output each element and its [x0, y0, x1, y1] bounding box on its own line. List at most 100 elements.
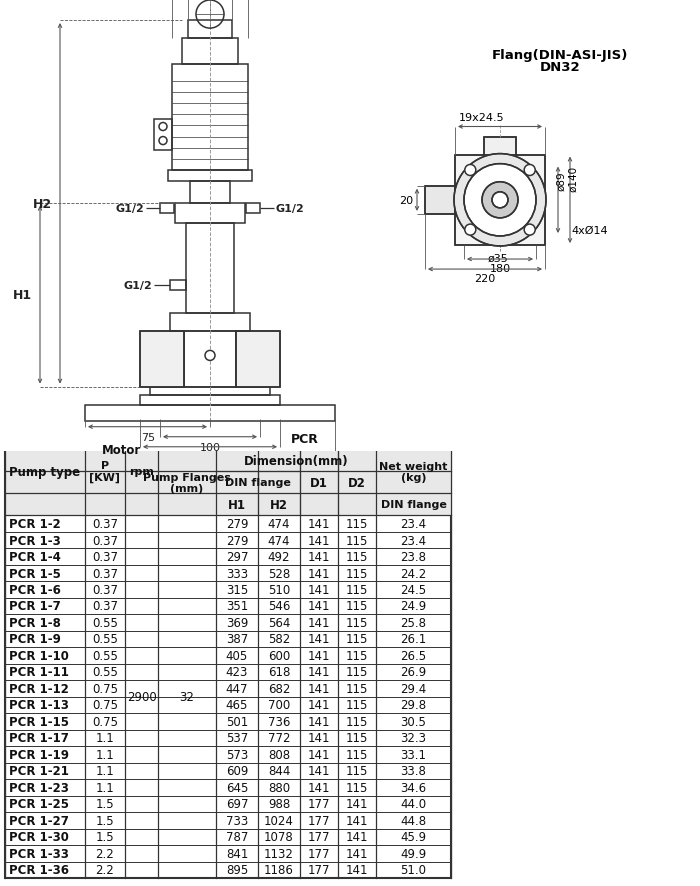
- Bar: [150, 387, 270, 395]
- Bar: [455, 155, 545, 245]
- Bar: [236, 332, 280, 387]
- Text: 387: 387: [226, 633, 248, 646]
- Text: 0.37: 0.37: [92, 517, 118, 531]
- Text: 1.1: 1.1: [96, 781, 114, 794]
- Bar: [182, 39, 238, 66]
- Text: 447: 447: [225, 682, 248, 696]
- Text: rpm: rpm: [129, 467, 154, 477]
- Text: 141: 141: [346, 863, 368, 876]
- Text: H1: H1: [228, 498, 246, 511]
- Bar: [140, 332, 184, 387]
- Text: PCR 1-30: PCR 1-30: [9, 830, 69, 843]
- Circle shape: [482, 183, 518, 219]
- Text: 537: 537: [226, 732, 248, 744]
- Text: 1.5: 1.5: [96, 830, 114, 843]
- Text: 141: 141: [308, 649, 330, 662]
- Text: 75: 75: [141, 432, 155, 442]
- Text: 177: 177: [308, 797, 330, 811]
- Text: Motor: Motor: [102, 443, 141, 456]
- Text: 141: 141: [308, 715, 330, 728]
- Text: 0.75: 0.75: [92, 699, 118, 711]
- Text: 141: 141: [308, 699, 330, 711]
- Text: 141: 141: [308, 633, 330, 646]
- Text: 115: 115: [346, 649, 368, 662]
- Text: 141: 141: [346, 830, 368, 843]
- Text: 423: 423: [226, 665, 248, 679]
- Text: 528: 528: [268, 567, 290, 579]
- Text: 32: 32: [180, 690, 195, 703]
- Text: PCR 1-19: PCR 1-19: [9, 748, 69, 761]
- Text: PCR 1-10: PCR 1-10: [9, 649, 69, 662]
- Text: 141: 141: [308, 567, 330, 579]
- Text: Net weight
(kg): Net weight (kg): [379, 461, 448, 483]
- Text: G1/2: G1/2: [116, 204, 144, 214]
- Text: ø89: ø89: [556, 171, 566, 190]
- Circle shape: [464, 165, 536, 237]
- Text: 115: 115: [346, 699, 368, 711]
- Bar: [425, 187, 455, 214]
- Text: 141: 141: [308, 665, 330, 679]
- Text: 645: 645: [226, 781, 248, 794]
- Text: PCR 1-8: PCR 1-8: [9, 617, 61, 629]
- Text: PCR: PCR: [290, 432, 318, 446]
- Text: 333: 333: [226, 567, 248, 579]
- Text: 26.9: 26.9: [400, 665, 426, 679]
- Circle shape: [492, 192, 508, 208]
- Text: 1078: 1078: [264, 830, 294, 843]
- Text: 465: 465: [226, 699, 248, 711]
- Circle shape: [524, 166, 536, 176]
- Circle shape: [205, 351, 215, 361]
- Bar: [188, 21, 232, 39]
- Text: H2: H2: [270, 498, 288, 511]
- Bar: [172, 66, 248, 170]
- Text: 115: 115: [346, 682, 368, 696]
- Text: 19x24.5: 19x24.5: [459, 113, 505, 123]
- Text: 474: 474: [267, 517, 290, 531]
- Text: 733: 733: [226, 814, 248, 827]
- Text: 250: 250: [199, 462, 220, 472]
- Text: 220: 220: [475, 274, 496, 284]
- Circle shape: [524, 225, 536, 236]
- Text: 279: 279: [225, 534, 248, 547]
- Text: 115: 115: [346, 781, 368, 794]
- Text: 115: 115: [346, 534, 368, 547]
- Bar: [425, 187, 455, 214]
- Text: Pump Flanges
(mm): Pump Flanges (mm): [143, 472, 231, 494]
- Text: 115: 115: [346, 732, 368, 744]
- Text: 736: 736: [268, 715, 290, 728]
- Text: 0.75: 0.75: [92, 715, 118, 728]
- Text: 177: 177: [308, 830, 330, 843]
- Text: 24.5: 24.5: [400, 583, 426, 596]
- Text: 0.55: 0.55: [92, 617, 118, 629]
- Text: 141: 141: [308, 583, 330, 596]
- Bar: [484, 137, 516, 155]
- Bar: [140, 395, 280, 405]
- Bar: [154, 120, 172, 151]
- Text: 1132: 1132: [264, 847, 294, 859]
- Text: 141: 141: [346, 797, 368, 811]
- Text: 115: 115: [346, 765, 368, 778]
- Text: 177: 177: [308, 814, 330, 827]
- Text: H1: H1: [13, 289, 32, 302]
- Text: 618: 618: [268, 665, 290, 679]
- Text: 772: 772: [267, 732, 290, 744]
- Text: 51.0: 51.0: [400, 863, 426, 876]
- Text: 0.37: 0.37: [92, 567, 118, 579]
- Text: 115: 115: [346, 617, 368, 629]
- Text: PCR 1-23: PCR 1-23: [9, 781, 69, 794]
- Bar: [170, 281, 186, 291]
- Text: 141: 141: [308, 517, 330, 531]
- Text: DIN flange: DIN flange: [225, 478, 291, 488]
- Text: 115: 115: [346, 715, 368, 728]
- Text: PCR 1-27: PCR 1-27: [9, 814, 69, 827]
- Bar: [170, 314, 250, 332]
- Text: 405: 405: [226, 649, 248, 662]
- Circle shape: [465, 225, 476, 236]
- Text: 369: 369: [226, 617, 248, 629]
- Text: PCR 1-25: PCR 1-25: [9, 797, 69, 811]
- Text: PCR 1-4: PCR 1-4: [9, 550, 61, 563]
- Text: 501: 501: [226, 715, 248, 728]
- Text: 115: 115: [346, 665, 368, 679]
- Text: 141: 141: [308, 682, 330, 696]
- Text: 988: 988: [268, 797, 290, 811]
